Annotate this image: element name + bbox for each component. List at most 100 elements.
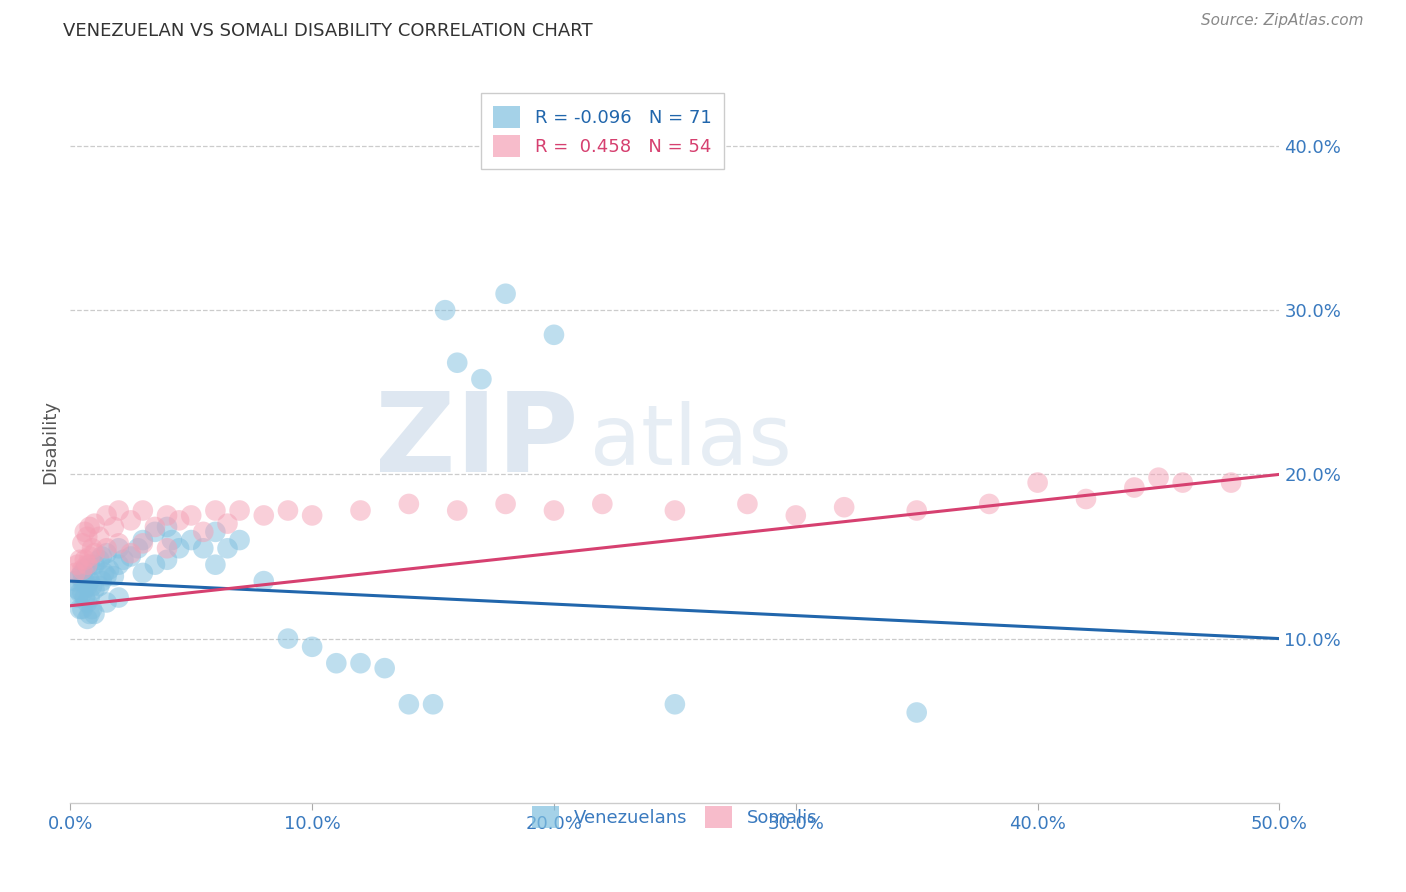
Point (76, 530, 98, 544)
Point (446, 356, 468, 370)
Point (470, 372, 492, 386)
Point (167, 541, 190, 556)
Point (69, 585, 91, 599)
Point (73, 553, 96, 567)
Point (69, 553, 91, 567)
Point (160, 533, 183, 547)
Text: atlas: atlas (591, 401, 792, 482)
Point (66, 582, 89, 597)
Point (89, 530, 111, 544)
Point (156, 541, 179, 556)
Point (543, 327, 565, 342)
Point (72, 585, 94, 599)
Point (90, 549, 112, 564)
Point (905, 706, 928, 720)
Point (398, 698, 420, 712)
Point (349, 503, 371, 517)
Point (83, 516, 105, 531)
Point (96, 595, 118, 609)
Point (253, 508, 276, 523)
Point (204, 503, 226, 517)
Point (80, 541, 103, 556)
Point (76, 558, 98, 572)
Point (156, 553, 179, 567)
Point (398, 497, 420, 511)
Point (79, 574, 101, 588)
Point (96, 541, 118, 556)
Point (132, 566, 155, 580)
Point (143, 520, 166, 534)
Point (156, 520, 179, 534)
Point (204, 524, 226, 539)
Point (69, 569, 91, 583)
Point (73, 563, 96, 577)
Point (69, 602, 91, 616)
Point (90, 574, 112, 588)
Point (217, 516, 239, 531)
Point (785, 508, 807, 523)
Point (73, 574, 96, 588)
Text: ZIP: ZIP (375, 388, 578, 495)
Point (66, 591, 89, 605)
Point (132, 503, 155, 517)
Point (193, 524, 215, 539)
Point (277, 503, 299, 517)
Point (664, 503, 686, 517)
Point (180, 533, 202, 547)
Point (73, 524, 96, 539)
Point (72, 574, 94, 588)
Point (72, 563, 94, 577)
Point (434, 303, 457, 318)
Point (63, 574, 86, 588)
Point (79, 520, 101, 534)
Point (103, 569, 125, 583)
Point (1171, 475, 1194, 490)
Point (127, 541, 149, 556)
Point (325, 657, 347, 671)
Point (156, 508, 179, 523)
Point (83, 558, 105, 572)
Point (80, 579, 103, 593)
Point (132, 536, 155, 550)
Point (228, 533, 250, 547)
Point (73, 591, 96, 605)
Point (277, 632, 299, 646)
Point (63, 566, 86, 580)
Point (349, 657, 371, 671)
Point (79, 591, 101, 605)
Point (120, 549, 142, 564)
Point (217, 541, 239, 556)
Point (83, 607, 105, 621)
Point (253, 574, 276, 588)
Point (591, 497, 613, 511)
Point (301, 508, 323, 523)
Point (107, 541, 129, 556)
Point (120, 513, 142, 527)
Point (107, 503, 129, 517)
Point (72, 536, 94, 550)
Point (979, 497, 1001, 511)
Point (905, 503, 928, 517)
Point (495, 497, 517, 511)
Point (495, 286, 517, 301)
Point (112, 553, 135, 567)
Point (79, 558, 101, 572)
Point (446, 503, 468, 517)
Point (93, 566, 115, 580)
Point (180, 508, 202, 523)
Point (664, 698, 686, 712)
Point (72, 602, 94, 616)
Point (832, 500, 855, 515)
Point (107, 591, 129, 605)
Point (66, 558, 89, 572)
Point (204, 558, 226, 572)
Point (737, 497, 759, 511)
Point (107, 558, 129, 572)
Point (120, 546, 142, 560)
Point (167, 513, 190, 527)
Point (98, 563, 121, 577)
Point (79, 607, 101, 621)
Y-axis label: Disability: Disability (41, 400, 59, 483)
Point (96, 569, 118, 583)
Point (143, 524, 166, 539)
